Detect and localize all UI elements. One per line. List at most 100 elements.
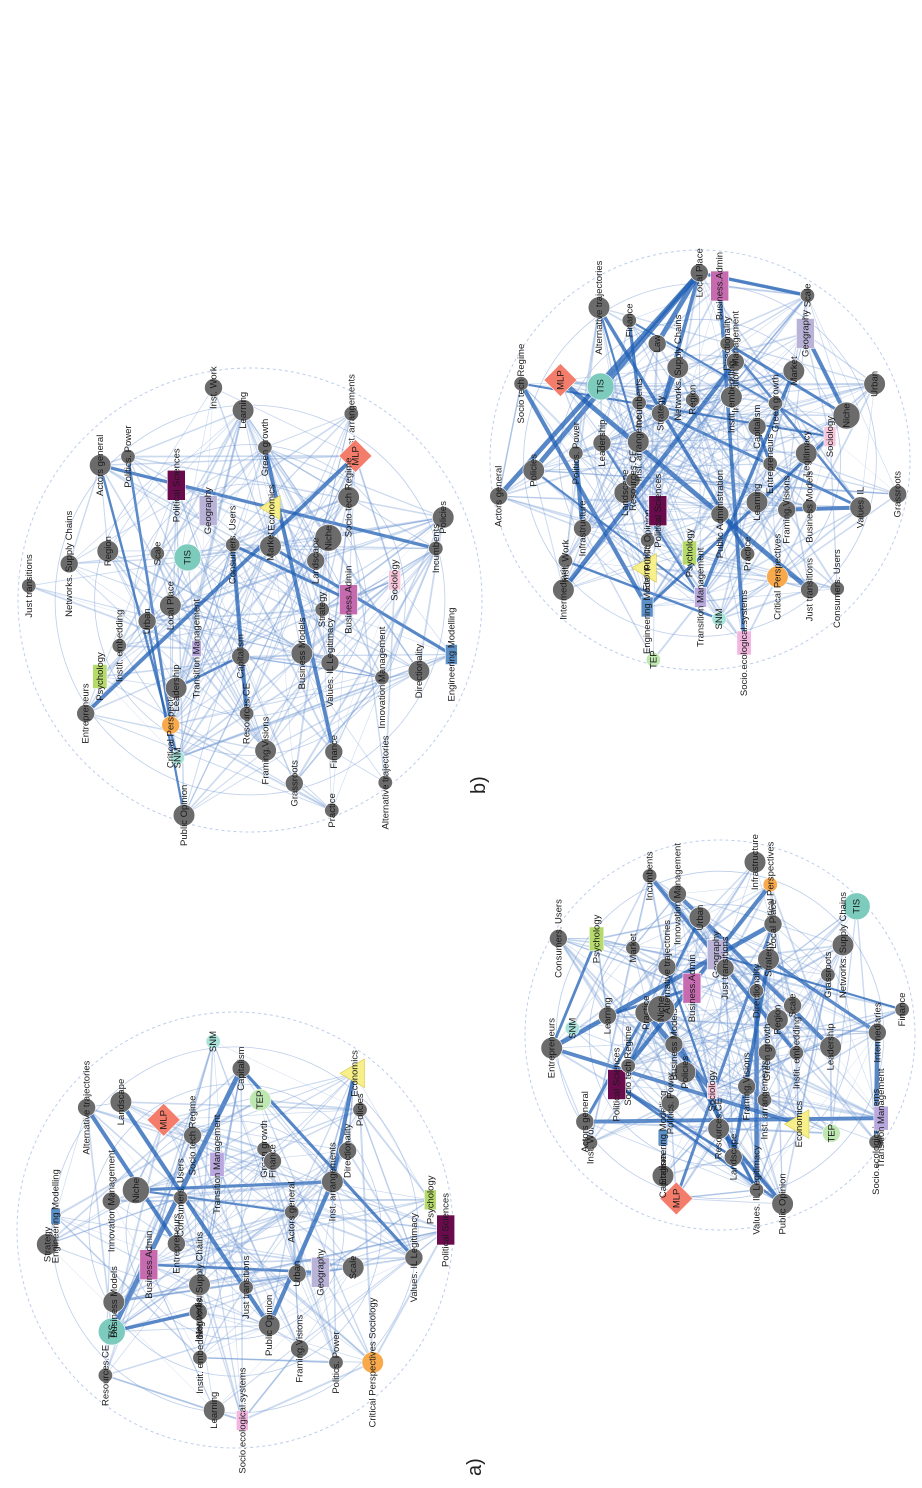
- node-sociology: Sociology: [707, 1070, 718, 1111]
- node-label: Public Opinion: [179, 785, 190, 846]
- node-label: Inst. Work: [560, 539, 571, 582]
- node-label: Scale: [348, 1256, 359, 1280]
- node-instit-embedding: Instit. embedding: [112, 610, 126, 682]
- node-label: Actors general: [287, 1181, 298, 1242]
- node-business-admin: Business.Admin: [711, 252, 729, 320]
- node-label: Urban: [695, 905, 706, 931]
- node-label: Law: [652, 335, 663, 353]
- node-snm: SNM: [712, 608, 726, 629]
- node-label: Scale: [788, 994, 799, 1018]
- node-engineering-modelling: Engineering Modelling: [445, 607, 457, 701]
- node-label: Geography: [800, 310, 811, 357]
- node-tep: TEP: [822, 1124, 840, 1142]
- node-label: Socio tech Regime: [516, 344, 527, 424]
- node-practice: Practice: [325, 793, 339, 827]
- node-label: Landscape: [116, 1079, 127, 1125]
- node-label: Psychology: [425, 1175, 436, 1224]
- node-label: Networks. Supply Chains: [838, 892, 849, 998]
- node-label: Just transitions: [805, 558, 816, 622]
- node-label: Networks. Supply Chains: [195, 1231, 206, 1337]
- node-label: Practice: [743, 537, 754, 571]
- node-label: Geography: [203, 487, 214, 534]
- node-consumers-users: Consumers. Users: [173, 1158, 187, 1237]
- node-label: Local Place: [768, 900, 779, 949]
- node-label: Learning: [752, 484, 763, 521]
- node-label: Values. IL Legitimacy: [325, 618, 336, 707]
- node-label: Learning: [603, 997, 614, 1034]
- node-label: Psychology: [685, 528, 696, 577]
- node-label: TIS: [183, 550, 194, 565]
- network-b-top: PracticeGrassrootsFraming.VisionsResourc…: [18, 366, 482, 846]
- node-scale: Scale: [800, 284, 814, 308]
- node-economics: Economics: [340, 1050, 364, 1097]
- node-label: TIS: [852, 899, 863, 914]
- node-sociology: Sociology: [389, 559, 401, 600]
- node-psychology: Psychology: [682, 528, 696, 577]
- node-label: Strategy: [656, 395, 667, 431]
- node-label: Intermediaries: [872, 1002, 883, 1062]
- node-alternative-trajectories: Alternative trajectories: [378, 735, 392, 829]
- node-label: Landscape: [311, 538, 322, 584]
- node-label: Urban: [292, 1261, 303, 1287]
- node-label: Engineering Modelling: [446, 607, 457, 701]
- node-framing-visions: Framing.Visions: [778, 475, 796, 543]
- node-label: Public Administration: [715, 470, 726, 558]
- node-alternative-trajectories: Alternative trajectories: [588, 260, 610, 354]
- node-label: Infrastructure: [750, 834, 761, 890]
- network-edge: [719, 590, 810, 619]
- node-label: Niche: [842, 403, 853, 427]
- node-label: Business Models: [805, 471, 816, 543]
- node-label: Finance: [268, 1144, 279, 1178]
- node-tis: TIS: [587, 373, 614, 400]
- node-instit-embedding: Instit. embedding: [789, 1017, 803, 1089]
- node-learning: Learning: [203, 1392, 225, 1429]
- node-incumbents: Incumbents: [429, 524, 443, 573]
- node-label: Green growth: [762, 1024, 773, 1082]
- node-psychology: Psychology: [589, 914, 603, 963]
- node-label: Entrepreneurs: [81, 683, 92, 743]
- node-label: Sociology: [390, 559, 401, 600]
- node-region: Region: [686, 385, 700, 415]
- node-label: Actors general: [494, 466, 505, 527]
- node-label: Innovation Management: [106, 1150, 117, 1252]
- node-label: Consumers. Users: [553, 899, 564, 978]
- node-label: Region: [103, 536, 114, 566]
- node-socio-tech-regime: Socio tech Regime: [621, 1026, 635, 1106]
- node-label: Just transitions: [720, 936, 731, 1000]
- network-edge: [128, 410, 243, 456]
- node-finance: Finance: [622, 303, 636, 337]
- node-grassroots: Grassroots: [821, 951, 835, 998]
- node-label: Values. IL Legitimacy: [752, 1145, 763, 1234]
- node-practice: Practice: [740, 537, 754, 571]
- node-label: Business.Admin: [344, 566, 355, 634]
- node-label: Just transitions: [24, 554, 35, 618]
- node-label: Capitalism: [752, 404, 763, 448]
- node-label: SNM: [714, 608, 725, 629]
- node-label: Market: [628, 933, 639, 962]
- node-label: Consumers. Users: [176, 1158, 187, 1237]
- node-label: Critical Perspectives: [772, 534, 783, 620]
- node-label: Politics. Power: [123, 425, 134, 487]
- node-tis: TIS: [174, 544, 201, 571]
- node-label: Just transitions: [241, 1255, 252, 1319]
- node-niche: Niche: [122, 1177, 149, 1204]
- node-label: Green growth: [771, 375, 782, 433]
- node-political-sciences: Political Sciences: [437, 1193, 455, 1267]
- node-label: Business.Admin: [715, 252, 726, 320]
- node-scale: Scale: [150, 542, 164, 566]
- node-socio-tech-regime: Socio tech Regime: [514, 344, 528, 424]
- node-label: Political Sciences: [612, 1047, 623, 1121]
- node-inst-work: Inst. Work: [558, 539, 572, 582]
- node-label: Niche: [131, 1178, 142, 1202]
- node-psychology: Psychology: [93, 652, 107, 701]
- node-label: Niche: [323, 526, 334, 550]
- node-label: Directionality: [414, 644, 425, 699]
- node-label: Leadership: [171, 664, 182, 711]
- node-just-transitions: Just transitions: [801, 558, 819, 622]
- node-label: SNM: [208, 1031, 219, 1052]
- panel-label-a: a): [464, 1452, 488, 1476]
- node-label: Business Models: [109, 1266, 120, 1338]
- node-intermediaries: Intermediaries: [868, 1002, 886, 1062]
- node-label: Local Place: [165, 581, 176, 630]
